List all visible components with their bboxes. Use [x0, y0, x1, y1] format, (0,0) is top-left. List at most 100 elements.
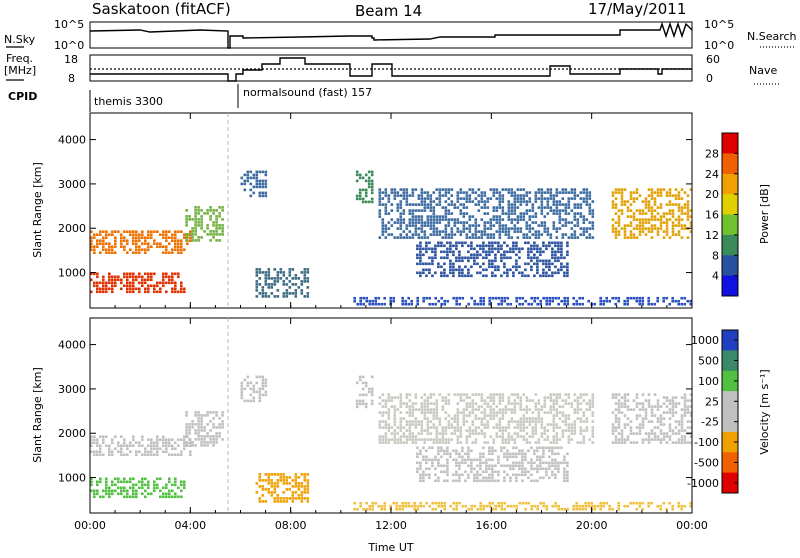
echo-cell: [546, 197, 550, 200]
echo-cell: [150, 278, 153, 282]
echo-cell: [147, 438, 150, 441]
echo-cell: [540, 212, 544, 215]
echo-band: [611, 188, 693, 239]
echo-cell: [144, 290, 147, 294]
echo-band: [255, 473, 310, 503]
echo-cell: [512, 504, 515, 508]
echo-cell: [377, 504, 380, 508]
echo-cell: [384, 426, 388, 429]
echo-cell: [441, 206, 445, 209]
echo-cell: [209, 218, 212, 221]
echo-cell: [129, 441, 132, 444]
echo-cell: [123, 245, 126, 248]
echo-cell: [396, 408, 400, 411]
echo-cell: [551, 504, 554, 508]
echo-cell: [473, 302, 476, 306]
echo-cell: [370, 390, 374, 394]
echo-cell: [492, 417, 496, 420]
echo-cell: [188, 432, 191, 435]
echo-cell: [393, 197, 397, 200]
echo-cell: [650, 215, 654, 218]
y-tick-label: 4000: [58, 339, 86, 352]
echo-cell: [150, 284, 153, 288]
echo-cell: [683, 441, 687, 444]
echo-cell: [498, 402, 502, 405]
echo-cell: [689, 414, 693, 417]
echo-cell: [408, 218, 412, 221]
echo-cell: [111, 233, 114, 236]
echo-cell: [468, 224, 472, 227]
echo-cell: [437, 244, 440, 248]
echo-cell: [218, 233, 221, 236]
echo-cell: [488, 244, 491, 248]
echo-cell: [500, 464, 503, 468]
echo-cell: [677, 402, 681, 405]
echo-cell: [399, 429, 403, 432]
echo-cell: [641, 438, 645, 441]
echo-cell: [180, 284, 183, 288]
echo-cell: [506, 296, 509, 300]
echo-cell: [503, 299, 506, 303]
echo-cell: [497, 458, 500, 462]
echo-cell: [429, 432, 433, 435]
echo-cell: [473, 504, 476, 508]
echo-cell: [623, 224, 627, 227]
echo-cell: [516, 206, 520, 209]
echo-cell: [662, 215, 666, 218]
echo-cell: [617, 224, 621, 227]
echo-cell: [285, 500, 289, 503]
echo-cell: [90, 489, 93, 493]
echo-cell: [536, 446, 539, 450]
colorbar-cell: [722, 153, 738, 175]
echo-cell: [641, 221, 645, 224]
echo-cell: [614, 212, 618, 215]
echo-cell: [591, 420, 595, 423]
echo-cell: [273, 280, 277, 283]
echo-cell: [288, 268, 292, 271]
echo-cell: [370, 399, 374, 403]
echo-cell: [552, 417, 556, 420]
echo-cell: [423, 429, 427, 432]
echo-cell: [270, 292, 274, 295]
echo-cell: [447, 212, 451, 215]
echo-cell: [498, 221, 502, 224]
echo-cell: [294, 289, 298, 292]
echo-cell: [494, 265, 497, 269]
echo-cell: [423, 200, 427, 203]
echo-cell: [623, 188, 627, 191]
echo-cell: [426, 194, 430, 197]
echo-cell: [455, 464, 458, 468]
echo-cell: [420, 411, 424, 414]
echo-cell: [209, 215, 212, 218]
echo-cell: [522, 417, 526, 420]
echo-cell: [470, 256, 473, 260]
echo-cell: [489, 236, 493, 239]
echo-cell: [683, 393, 687, 396]
echo-cell: [120, 281, 123, 285]
echo-cell: [579, 417, 583, 420]
echo-cell: [255, 289, 259, 292]
echo-cell: [623, 399, 627, 402]
echo-cell: [488, 250, 491, 254]
echo-cell: [378, 420, 382, 423]
echo-cell: [504, 188, 508, 191]
echo-cell: [378, 191, 382, 194]
echo-cell: [428, 271, 431, 275]
echo-cell: [635, 441, 639, 444]
echo-cell: [506, 504, 509, 508]
echo-cell: [422, 473, 425, 477]
echo-cell: [458, 259, 461, 263]
echo-cell: [552, 393, 556, 396]
echo-cell: [539, 253, 542, 257]
echo-cell: [150, 233, 153, 236]
echo-cell: [498, 393, 502, 396]
echo-cell: [411, 194, 415, 197]
echo-cell: [371, 501, 374, 505]
echo-cell: [390, 203, 394, 206]
echo-cell: [267, 295, 271, 298]
echo-cell: [408, 236, 412, 239]
echo-cell: [482, 504, 485, 508]
echo-cell: [168, 281, 171, 285]
echo-cell: [417, 215, 421, 218]
echo-cell: [674, 299, 677, 303]
